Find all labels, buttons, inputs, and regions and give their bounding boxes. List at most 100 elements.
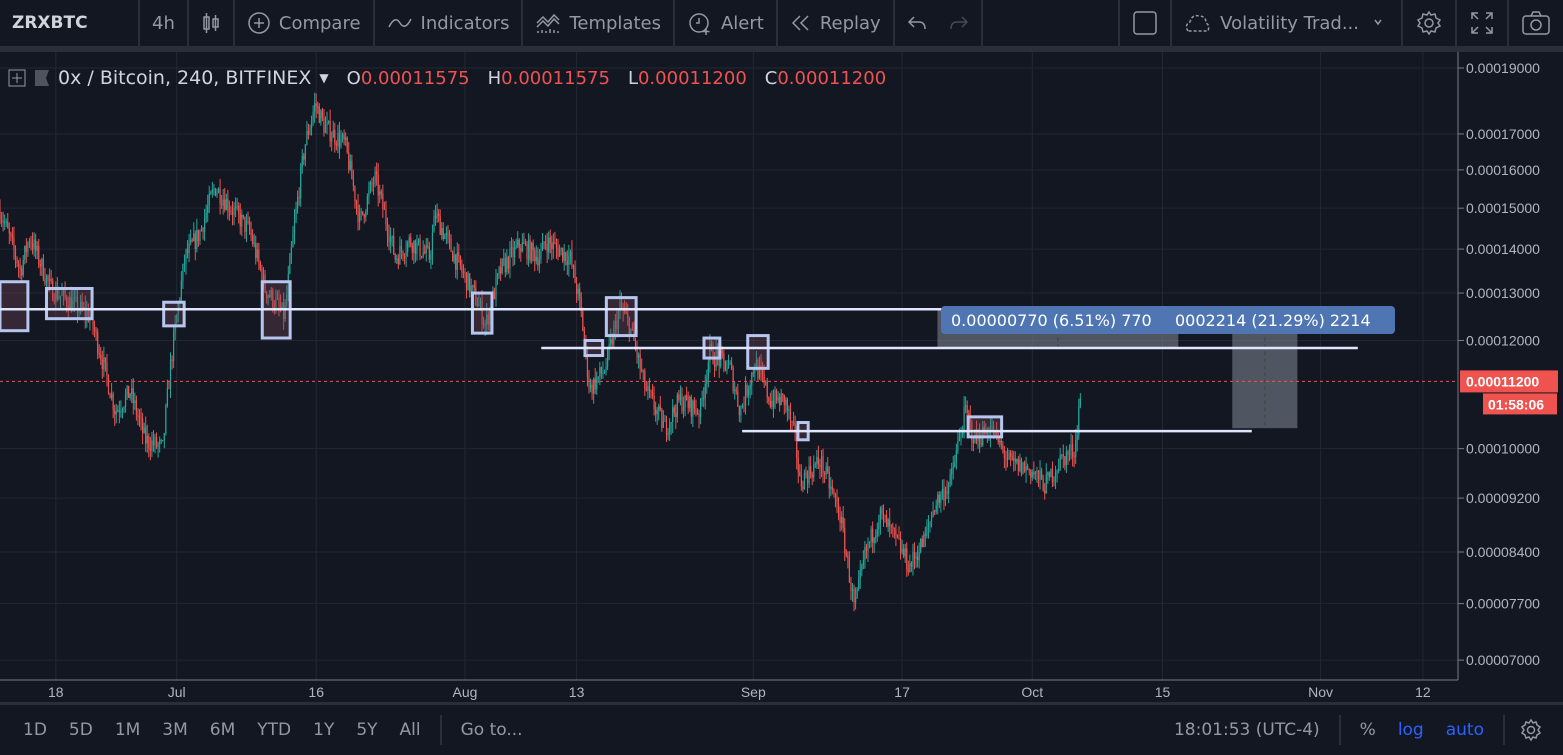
candle [684,395,686,408]
flag-icon[interactable] [34,69,50,87]
range-1d[interactable]: 1D [23,720,47,740]
candle [343,134,345,140]
highlight-box[interactable] [0,280,30,333]
candle [713,363,716,367]
expand-plus-icon[interactable] [8,69,26,87]
candle [855,597,857,603]
range-1y[interactable]: 1Y [313,720,335,740]
candle [703,397,705,399]
candle [93,327,96,332]
range-5y[interactable]: 5Y [356,720,378,740]
candle [103,357,105,370]
replay-button[interactable]: Replay [778,0,895,46]
candle [771,400,773,407]
highlight-box[interactable] [45,286,94,321]
candle [566,260,568,265]
candle [1039,470,1041,480]
candle [407,242,409,252]
candle [941,489,943,495]
indicators-button[interactable]: Indicators [375,0,524,46]
settings-button[interactable] [1403,0,1457,46]
range-1m[interactable]: 1M [114,720,141,740]
candle [779,396,781,406]
range-6m[interactable]: 6M [209,720,236,740]
range-5d[interactable]: 5D [68,720,93,740]
candle [403,256,406,258]
price-chart[interactable]: 0.00019000 0.00017000 0.00016000 0.00015000… [0,52,1563,702]
candle [701,397,703,400]
dropdown-caret-icon[interactable]: ▼ [319,71,329,85]
chart-pane[interactable]: 0.00019000 0.00017000 0.00016000 0.00015000… [0,52,1563,702]
interval-button[interactable]: 4h [140,0,189,46]
candle [921,538,923,548]
range-ytd[interactable]: YTD [257,720,292,740]
candle [72,300,74,312]
candle [112,394,114,411]
templates-button[interactable]: Templates [523,0,675,46]
candle [718,355,720,367]
log-scale-toggle[interactable]: log [1397,720,1424,740]
candle [359,212,361,222]
candle [419,238,421,257]
highlight-box[interactable] [966,415,1004,439]
candle [0,210,1,221]
candle [235,207,237,209]
candle [217,188,220,193]
highlight-box[interactable] [746,334,770,370]
snapshot-button[interactable] [1509,0,1563,46]
percent-scale-toggle[interactable]: % [1359,720,1376,740]
candle [132,388,134,404]
goto-date-button[interactable]: Go to... [460,720,523,740]
candle [41,258,43,267]
candle [1006,458,1009,460]
candle [436,213,438,219]
candle [1051,469,1054,483]
range-3m[interactable]: 3M [162,720,188,740]
candle [576,282,578,295]
gear-icon[interactable] [1519,718,1543,742]
candle [30,242,32,244]
candle [196,229,198,250]
candle [219,188,221,205]
candle [413,240,415,253]
candle [137,414,139,417]
candle [647,386,649,391]
candle [1034,472,1036,475]
redo-icon[interactable] [949,13,969,33]
layout-select[interactable]: Volatility Trad... [1172,0,1403,46]
undo-icon[interactable] [907,13,927,33]
highlight-box[interactable] [604,296,638,338]
candle [259,262,261,269]
highlight-box[interactable] [162,300,186,328]
auto-scale-toggle[interactable]: auto [1445,720,1484,740]
close-value: C0.00011200 [764,67,887,89]
candle [943,489,945,501]
alert-button[interactable]: Alert [675,0,778,46]
range-all[interactable]: All [399,720,421,740]
candle [755,360,757,371]
series-legend: 0x / Bitcoin, 240, BITFINEX ▼ O0.0001157… [8,67,886,89]
candle [461,265,463,272]
candle [910,563,912,567]
timezone-clock[interactable]: 18:01:53 (UTC-4) [1173,720,1320,740]
highlight-box[interactable] [470,291,494,335]
candle [197,229,199,242]
candle [507,256,509,269]
symbol-search-button[interactable]: ZRXBTC [0,0,140,46]
candle [930,517,933,522]
candle [577,288,579,295]
compare-button[interactable]: Compare [235,0,375,46]
candle [1045,474,1047,494]
fullscreen-button[interactable] [1457,0,1509,46]
undo-redo-group [895,0,983,46]
candle [188,243,190,254]
fullscreen-mode-button[interactable] [1120,0,1173,46]
candle [518,239,520,249]
templates-icon [536,13,560,33]
candle [363,214,365,218]
candle [517,239,519,246]
candle [211,189,213,193]
chart-type-button[interactable] [189,0,235,46]
candle [1062,454,1064,457]
symbol-title[interactable]: 0x / Bitcoin, 240, BITFINEX [58,67,312,89]
